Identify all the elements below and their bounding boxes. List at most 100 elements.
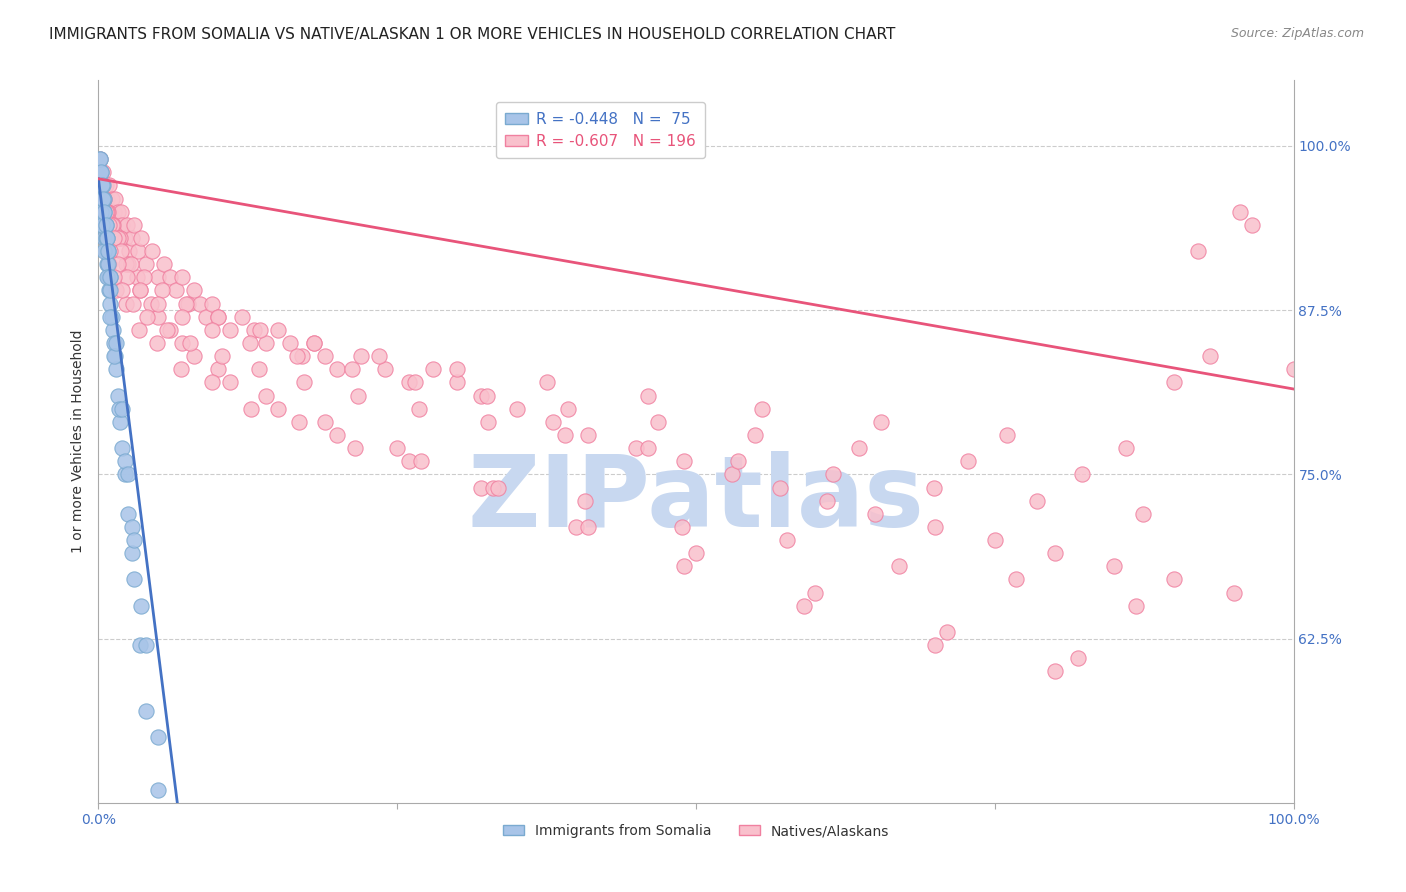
Point — [129, 638, 152, 652]
Point — [107, 231, 129, 245]
Point — [93, 231, 115, 245]
Point — [124, 573, 146, 587]
Point — [536, 376, 558, 390]
Point — [111, 401, 134, 416]
Point — [326, 428, 349, 442]
Point — [98, 218, 121, 232]
Point — [90, 165, 112, 179]
Point — [94, 244, 117, 258]
Point — [302, 336, 325, 351]
Point — [93, 204, 115, 219]
Point — [368, 349, 391, 363]
Point — [94, 218, 117, 232]
Point — [823, 467, 845, 482]
Point — [121, 231, 143, 245]
Point — [1005, 573, 1028, 587]
Point — [626, 441, 648, 455]
Point — [647, 415, 669, 429]
Point — [93, 244, 115, 258]
Point — [150, 284, 173, 298]
Point — [291, 349, 314, 363]
Point — [155, 323, 177, 337]
Point — [91, 178, 114, 193]
Point — [207, 362, 229, 376]
Point — [89, 165, 111, 179]
Point — [578, 520, 600, 534]
Point — [804, 585, 827, 599]
Point — [129, 284, 152, 298]
Point — [486, 481, 509, 495]
Point — [124, 533, 146, 547]
Point — [1067, 651, 1090, 665]
Point — [90, 165, 112, 179]
Point — [578, 428, 600, 442]
Point — [1163, 376, 1185, 390]
Y-axis label: 1 or more Vehicles in Household: 1 or more Vehicles in Household — [70, 330, 84, 553]
Point — [207, 310, 229, 324]
Point — [96, 270, 118, 285]
Point — [404, 376, 426, 390]
Point — [153, 257, 176, 271]
Point — [136, 310, 159, 324]
Point — [139, 296, 162, 310]
Point — [727, 454, 749, 468]
Point — [103, 270, 125, 285]
Point — [554, 428, 576, 442]
Point — [91, 178, 114, 193]
Point — [108, 231, 131, 245]
Point — [475, 388, 498, 402]
Point — [118, 244, 141, 258]
Point — [936, 625, 959, 640]
Point — [100, 192, 122, 206]
Point — [89, 152, 111, 166]
Point — [93, 192, 115, 206]
Point — [89, 152, 111, 166]
Point — [239, 336, 262, 351]
Point — [870, 415, 893, 429]
Point — [243, 323, 266, 337]
Point — [124, 218, 146, 232]
Point — [97, 270, 120, 285]
Point — [751, 401, 773, 416]
Point — [172, 310, 194, 324]
Point — [91, 192, 114, 206]
Point — [90, 192, 112, 206]
Point — [148, 296, 170, 310]
Point — [671, 520, 693, 534]
Point — [97, 257, 120, 271]
Point — [93, 231, 115, 245]
Point — [1043, 665, 1066, 679]
Point — [114, 454, 136, 468]
Point — [288, 415, 311, 429]
Point — [94, 231, 117, 245]
Point — [108, 231, 131, 245]
Point — [114, 467, 136, 482]
Point — [90, 178, 112, 193]
Point — [302, 336, 325, 351]
Point — [115, 218, 138, 232]
Point — [315, 415, 337, 429]
Point — [481, 481, 505, 495]
Point — [177, 296, 200, 310]
Point — [91, 192, 114, 206]
Point — [865, 507, 887, 521]
Point — [744, 428, 766, 442]
Point — [101, 323, 124, 337]
Point — [541, 415, 564, 429]
Point — [1223, 585, 1246, 599]
Point — [159, 270, 181, 285]
Point — [107, 218, 129, 232]
Point — [398, 454, 420, 468]
Point — [924, 638, 946, 652]
Point — [91, 218, 114, 232]
Point — [90, 165, 112, 179]
Point — [344, 441, 367, 455]
Point — [207, 310, 229, 324]
Point — [104, 192, 127, 206]
Point — [98, 270, 122, 285]
Point — [101, 218, 124, 232]
Point — [89, 152, 111, 166]
Point — [129, 284, 152, 298]
Point — [1025, 493, 1047, 508]
Point — [374, 362, 396, 376]
